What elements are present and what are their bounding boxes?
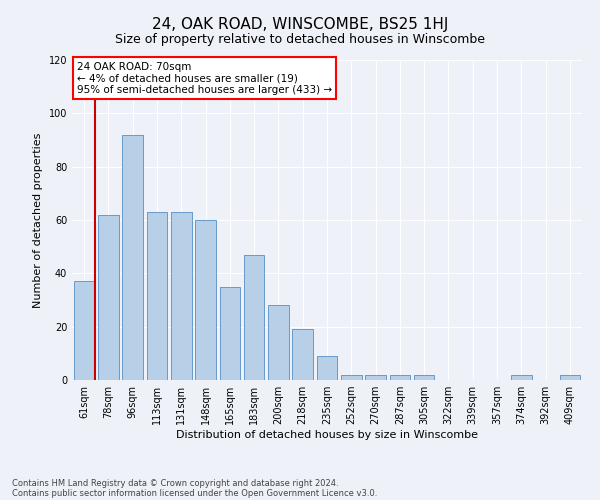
Bar <box>122 134 143 380</box>
Text: 24 OAK ROAD: 70sqm
← 4% of detached houses are smaller (19)
95% of semi-detached: 24 OAK ROAD: 70sqm ← 4% of detached hous… <box>77 62 332 95</box>
Bar <box>292 330 313 380</box>
Bar <box>195 220 216 380</box>
Bar <box>98 214 119 380</box>
Bar <box>389 374 410 380</box>
Bar <box>341 374 362 380</box>
Bar <box>268 306 289 380</box>
Bar <box>244 254 265 380</box>
Y-axis label: Number of detached properties: Number of detached properties <box>33 132 43 308</box>
Bar <box>560 374 580 380</box>
Text: Contains public sector information licensed under the Open Government Licence v3: Contains public sector information licen… <box>12 488 377 498</box>
Bar <box>414 374 434 380</box>
Bar <box>317 356 337 380</box>
Text: 24, OAK ROAD, WINSCOMBE, BS25 1HJ: 24, OAK ROAD, WINSCOMBE, BS25 1HJ <box>152 18 448 32</box>
Bar <box>220 286 240 380</box>
Bar <box>511 374 532 380</box>
Bar <box>365 374 386 380</box>
Bar <box>74 282 94 380</box>
Text: Size of property relative to detached houses in Winscombe: Size of property relative to detached ho… <box>115 32 485 46</box>
X-axis label: Distribution of detached houses by size in Winscombe: Distribution of detached houses by size … <box>176 430 478 440</box>
Bar <box>171 212 191 380</box>
Bar <box>146 212 167 380</box>
Text: Contains HM Land Registry data © Crown copyright and database right 2024.: Contains HM Land Registry data © Crown c… <box>12 478 338 488</box>
